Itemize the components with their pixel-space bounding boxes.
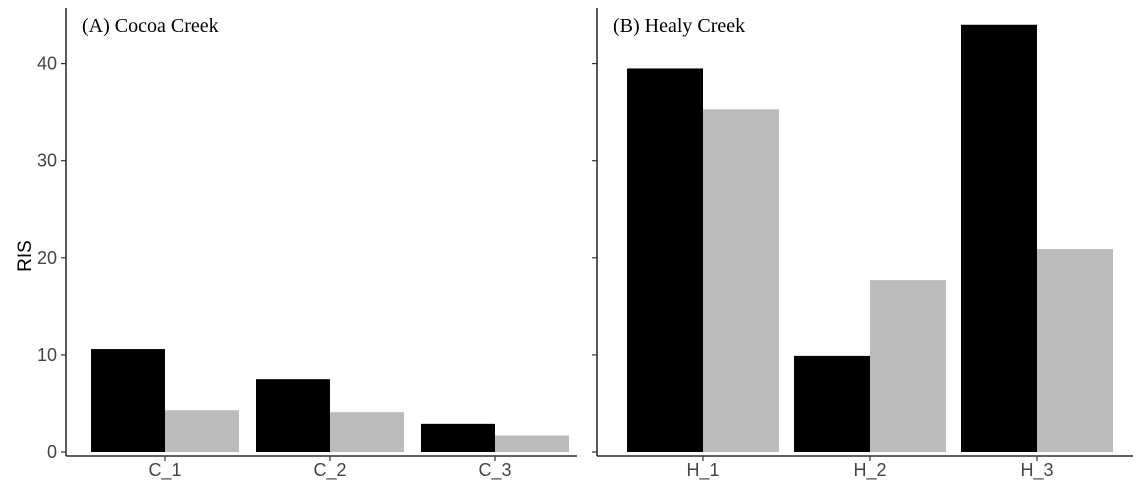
bar [627, 68, 703, 452]
bar [794, 355, 870, 452]
bar [165, 410, 239, 452]
y-axis-title: RIS [15, 240, 36, 272]
panel-cocoa-creek: 0 10 20 30 40 C_1 C_2 C_3 (A) Cocoa Creek [37, 8, 577, 480]
bar [330, 412, 404, 452]
y-tick-label: 0 [47, 442, 57, 462]
y-tick-label: 10 [37, 345, 57, 365]
y-tick-label: 20 [37, 248, 57, 268]
bar [1037, 249, 1113, 452]
panel-healy-creek: H_1 H_2 H_3 (B) Healy Creek [592, 8, 1133, 480]
panel-title: (B) Healy Creek [613, 15, 745, 37]
x-tick-label: H_3 [1020, 460, 1053, 480]
bar [91, 349, 165, 452]
x-tick-label: C_2 [313, 460, 346, 480]
x-tick-label: C_3 [478, 460, 511, 480]
x-tick-label: C_1 [148, 460, 181, 480]
panel-title: (A) Cocoa Creek [82, 15, 219, 37]
bar [961, 24, 1037, 452]
x-tick-label: H_1 [686, 460, 719, 480]
bar [256, 379, 330, 452]
bar [703, 109, 779, 452]
y-tick-label: 30 [37, 151, 57, 171]
bar [495, 435, 569, 452]
y-tick-label: 40 [37, 54, 57, 74]
bar [421, 423, 495, 452]
x-tick-label: H_2 [853, 460, 886, 480]
bar [870, 280, 946, 452]
